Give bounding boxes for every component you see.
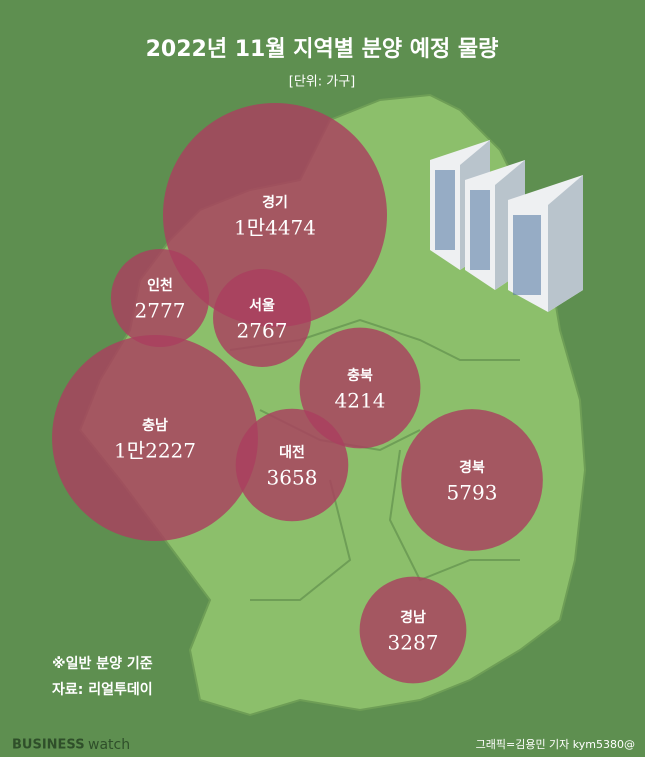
region-label: 경북 <box>459 459 485 476</box>
region-label: 서울 <box>249 297 275 314</box>
chart-title: 2022년 11월 지역별 분양 예정 물량 <box>146 37 499 62</box>
bubble <box>213 269 311 367</box>
buildings <box>430 140 583 312</box>
chart-subtitle: [단위: 가구] <box>289 75 356 90</box>
bubble <box>52 335 258 541</box>
value-label: 4214 <box>335 389 386 413</box>
bubbles: 경기 1만4474 인천 2777 서울 2767 충남 1만2227 충북 4214 대전 3658… <box>52 103 543 684</box>
region-label: 경기 <box>262 194 288 211</box>
value-label: 2777 <box>135 299 186 323</box>
bubble <box>401 409 543 551</box>
bubble <box>110 248 210 348</box>
bubble <box>299 327 421 449</box>
value-label: 1만4474 <box>234 216 316 240</box>
value-label: 2767 <box>237 319 288 343</box>
region-label: 인천 <box>147 277 173 294</box>
region-label: 경남 <box>400 609 426 626</box>
bubble <box>235 408 349 522</box>
credit: 그래픽=김용민 기자 kym5380@ <box>476 738 635 751</box>
region-label: 대전 <box>279 444 305 461</box>
value-label: 5793 <box>447 481 498 505</box>
value-label: 1만2227 <box>114 439 196 463</box>
source: 자료: 리얼투데이 <box>52 681 153 698</box>
note: ※일반 분양 기준 <box>52 655 153 672</box>
region-label: 충북 <box>347 368 373 384</box>
region-label: 충남 <box>142 417 168 434</box>
value-label: 3287 <box>388 631 439 655</box>
bubble <box>359 576 467 684</box>
brand-light: watch <box>88 737 130 753</box>
bubble <box>163 103 387 327</box>
brand-bold: BUSINESS <box>12 738 85 753</box>
value-label: 3658 <box>267 466 318 490</box>
